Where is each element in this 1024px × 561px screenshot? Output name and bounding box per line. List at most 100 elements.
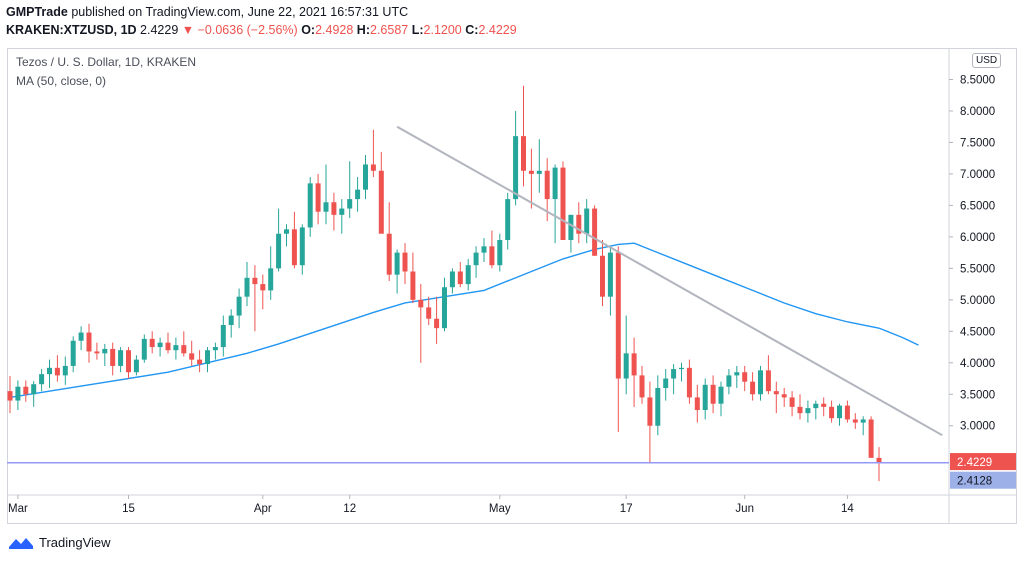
- candle-up: [205, 350, 210, 365]
- candle-down: [742, 372, 748, 382]
- change-value: −0.0636 (−2.56%): [197, 23, 298, 37]
- y-tick-label: 8.5000: [960, 74, 995, 86]
- candle-down: [370, 164, 376, 171]
- y-tick-label: 3.0000: [960, 421, 995, 433]
- indicator-label[interactable]: MA (50, close, 0): [16, 74, 107, 88]
- candle-up: [102, 348, 108, 354]
- candle-down: [639, 375, 645, 398]
- candle-up: [276, 233, 282, 269]
- candle-down: [197, 359, 203, 365]
- candle-down: [576, 214, 582, 234]
- candle-up: [299, 227, 305, 266]
- candle-down: [86, 332, 92, 352]
- candle-down: [110, 348, 116, 366]
- candle-up: [726, 375, 732, 387]
- candle-up: [157, 342, 163, 348]
- low-label: L:: [411, 23, 424, 37]
- candle-up: [363, 164, 368, 190]
- down-arrow-icon: ▼: [181, 23, 195, 37]
- candle-up: [536, 170, 542, 174]
- candle-down: [489, 246, 495, 266]
- candle-down: [631, 353, 637, 376]
- candle-down: [615, 252, 621, 379]
- candle-up: [47, 367, 52, 375]
- candle-up: [31, 384, 37, 395]
- candle-down: [54, 367, 60, 376]
- candle-up: [212, 347, 218, 351]
- candle-up: [133, 359, 139, 373]
- candle-down: [189, 353, 195, 360]
- y-tick-label: 7.5000: [960, 137, 995, 149]
- candle-up: [220, 325, 226, 348]
- candle-up: [584, 208, 590, 234]
- candle-up: [513, 136, 519, 200]
- trendline: [396, 125, 943, 437]
- candle-up: [236, 296, 242, 316]
- candle-down: [773, 391, 779, 395]
- x-tick-label: 14: [841, 503, 854, 515]
- candle-up: [268, 268, 274, 291]
- hline-price-badge: [950, 471, 1016, 489]
- candle-up: [465, 265, 471, 285]
- candle-down: [165, 342, 171, 351]
- candle-down: [821, 403, 827, 407]
- candle-up: [718, 386, 724, 404]
- candle-up: [228, 315, 234, 326]
- candle-down: [410, 271, 416, 300]
- candle-up: [734, 372, 740, 376]
- candle-down: [402, 252, 408, 272]
- tradingview-footer[interactable]: TradingView: [8, 534, 111, 550]
- candle-down: [765, 370, 771, 392]
- high-label: H:: [356, 23, 370, 37]
- candle-down: [750, 381, 756, 395]
- candle-up: [118, 350, 124, 366]
- candle-down: [852, 419, 858, 423]
- candle-up: [173, 345, 179, 351]
- candle-up: [70, 340, 76, 366]
- candle-down: [868, 419, 874, 458]
- last-price-label: 2.4229: [957, 457, 992, 469]
- y-tick-label: 7.0000: [960, 169, 995, 181]
- symbol-line: KRAKEN:XTZUSD, 1D 2.4229 ▼ −0.0636 (−2.5…: [6, 23, 517, 37]
- y-tick-label: 3.5000: [960, 389, 995, 401]
- y-tick-label: 4.5000: [960, 326, 995, 338]
- candle-down: [694, 397, 700, 411]
- candle-down: [291, 229, 297, 266]
- hline-price-label: 2.4128: [957, 476, 992, 488]
- candle-up: [568, 214, 574, 241]
- candle-down: [544, 170, 550, 200]
- currency-button[interactable]: USD: [972, 53, 1002, 68]
- author-name[interactable]: GMPTrade: [6, 5, 68, 19]
- candle-down: [710, 384, 716, 404]
- candle-up: [702, 384, 708, 411]
- close-label: C:: [465, 23, 479, 37]
- candle-down: [149, 338, 155, 348]
- candle-down: [94, 351, 100, 354]
- close-value: 2.4229: [478, 23, 517, 37]
- chart-frame[interactable]: [7, 48, 1017, 524]
- y-tick-label: 4.0000: [960, 358, 995, 370]
- x-tick-label: 12: [343, 503, 356, 515]
- candle-up: [655, 387, 661, 426]
- x-tick-label: Apr: [254, 503, 272, 515]
- published-text: published on TradingView.com, June 22, 2…: [71, 5, 409, 19]
- candle-down: [181, 345, 187, 354]
- y-tick-label: 6.5000: [960, 200, 995, 212]
- x-tick-label: May: [489, 503, 511, 515]
- series-title[interactable]: Tezos / U. S. Dollar, 1D, KRAKEN: [16, 55, 197, 69]
- candle-up: [481, 246, 487, 253]
- candle-down: [434, 318, 440, 329]
- candle-up: [813, 403, 819, 409]
- candle-up: [497, 240, 503, 266]
- candle-down: [260, 284, 266, 291]
- candle-up: [323, 202, 329, 212]
- candle-down: [426, 307, 432, 319]
- x-tick-label: 15: [122, 503, 135, 515]
- publish-line: GMPTrade published on TradingView.com, J…: [6, 5, 408, 19]
- candle-up: [244, 277, 250, 297]
- candle-up: [860, 419, 866, 423]
- candle-down: [418, 299, 424, 308]
- y-tick-label: 8.0000: [960, 106, 995, 118]
- tradingview-brand: TradingView: [39, 534, 111, 550]
